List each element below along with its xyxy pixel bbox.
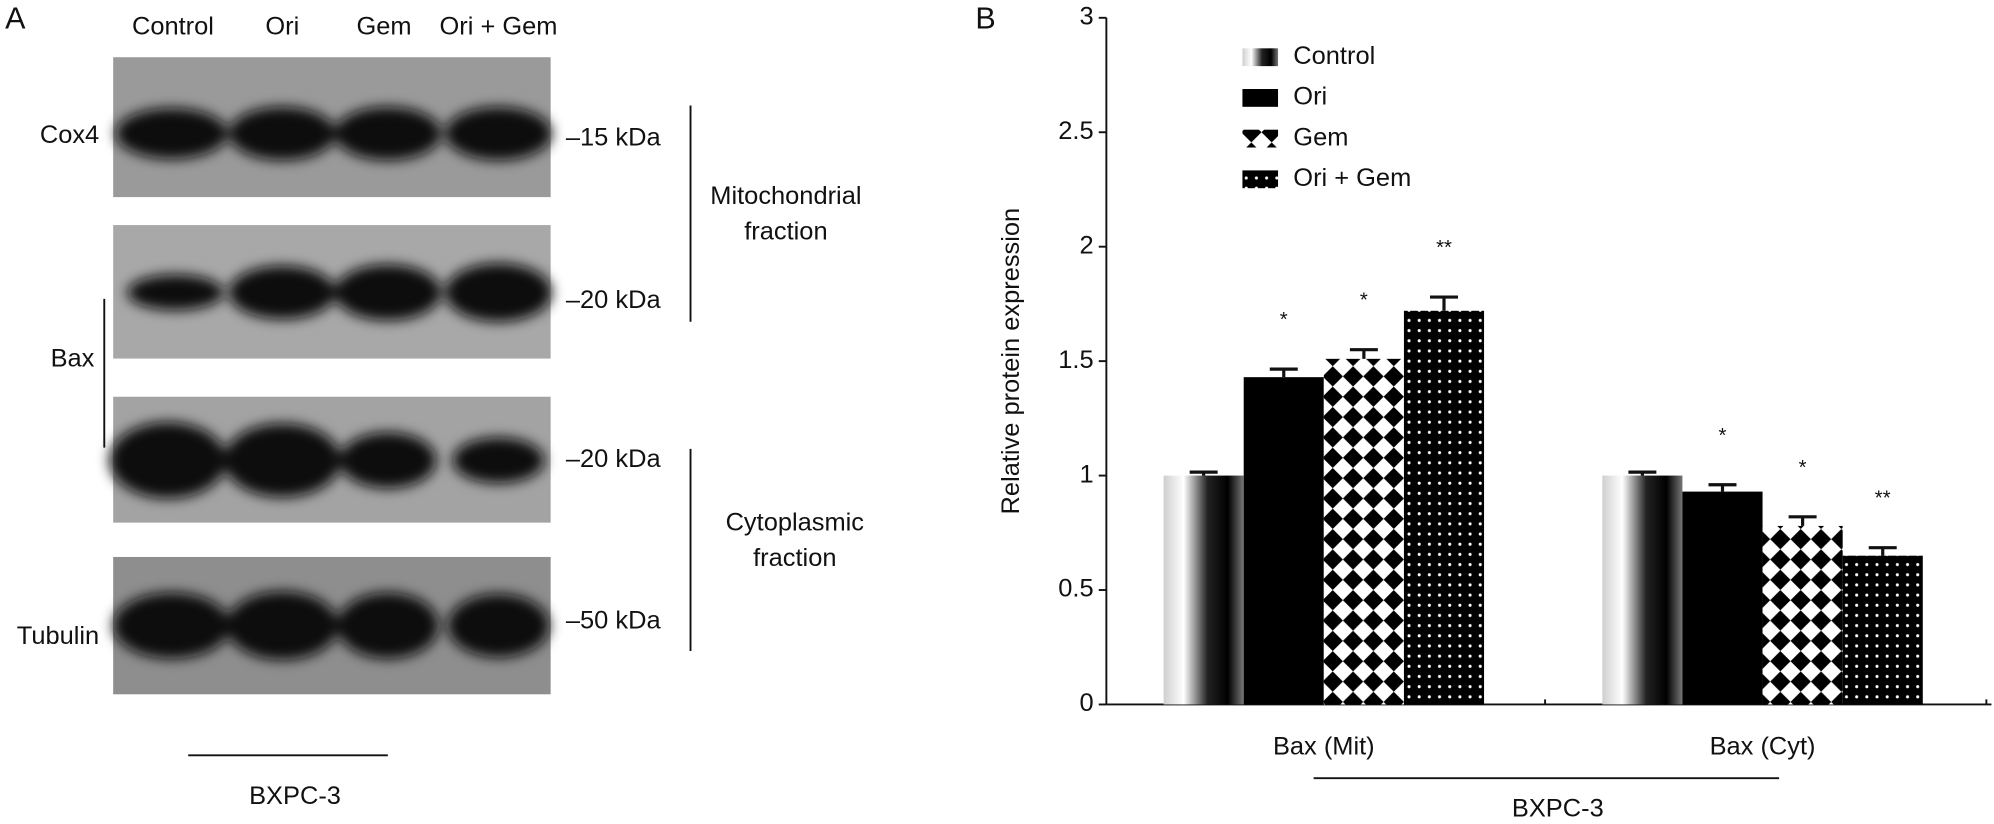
bar <box>1163 475 1244 705</box>
y-tick-label: 1 <box>1080 460 1094 488</box>
row-label: Bax <box>51 345 95 373</box>
row-label: Tubulin <box>17 622 99 650</box>
marker-label: –20 kDa <box>566 445 662 473</box>
bar <box>1842 555 1923 705</box>
legend-swatch <box>1242 89 1279 107</box>
panel-label: B <box>975 1 995 35</box>
significance-label: * <box>1799 457 1807 479</box>
y-tick-label: 2 <box>1080 231 1094 259</box>
significance-label: ** <box>1436 237 1452 259</box>
y-tick-label: 0.5 <box>1058 575 1093 603</box>
marker-label: –20 kDa <box>566 286 662 314</box>
fraction-label: Cytoplasmic <box>726 509 865 537</box>
y-axis-label: Relative protein expression <box>997 208 1025 515</box>
error-bar <box>1189 470 1218 476</box>
row-label: Cox4 <box>40 121 99 149</box>
y-tick-label: 3 <box>1080 3 1094 31</box>
lane-label: Gem <box>357 13 412 41</box>
bar <box>1762 525 1843 705</box>
error-bar <box>1269 367 1298 378</box>
legend-swatch <box>1242 48 1279 67</box>
marker-label: –15 kDa <box>566 123 662 151</box>
error-bar <box>1788 515 1817 526</box>
blots <box>109 57 552 695</box>
bar <box>1602 475 1683 705</box>
significance-label: * <box>1719 425 1727 447</box>
fraction-label: fraction <box>753 544 836 572</box>
significance-label: * <box>1280 309 1288 331</box>
x-tick-label: Bax (Cyt) <box>1710 732 1816 760</box>
fraction-label: Mitochondrial <box>710 182 861 210</box>
marker-label: –50 kDa <box>566 607 662 635</box>
bands <box>109 106 552 660</box>
group-label: BXPC-3 <box>1512 795 1604 823</box>
legend-label: Gem <box>1293 123 1348 151</box>
lane-label: Ori <box>265 13 299 41</box>
bar <box>1403 310 1485 705</box>
y-tick-label: 2.5 <box>1058 117 1093 145</box>
error-bar <box>1628 470 1657 476</box>
panel-label: A <box>5 1 26 35</box>
significance-label: * <box>1360 290 1368 312</box>
legend-swatch <box>1242 170 1279 189</box>
y-tick-label: 1.5 <box>1058 346 1093 374</box>
y-tick-label: 0 <box>1080 689 1094 717</box>
error-bar <box>1430 295 1458 311</box>
bar <box>1323 358 1404 705</box>
bar <box>1243 377 1324 705</box>
x-tick-label: Bax (Mit) <box>1273 732 1375 760</box>
fraction-label: fraction <box>744 217 827 245</box>
legend-swatch <box>1242 129 1279 148</box>
significance-label: ** <box>1875 488 1891 510</box>
lane-label: Control <box>132 13 214 41</box>
lane-label: Ori + Gem <box>440 13 558 41</box>
error-bar <box>1708 483 1737 492</box>
legend-label: Ori + Gem <box>1293 164 1411 192</box>
bar <box>1682 491 1763 705</box>
error-bar <box>1868 546 1897 556</box>
legend-label: Ori <box>1293 83 1327 111</box>
legend-label: Control <box>1293 42 1375 70</box>
cell-line-label: BXPC-3 <box>249 782 341 810</box>
error-bar <box>1349 348 1378 359</box>
